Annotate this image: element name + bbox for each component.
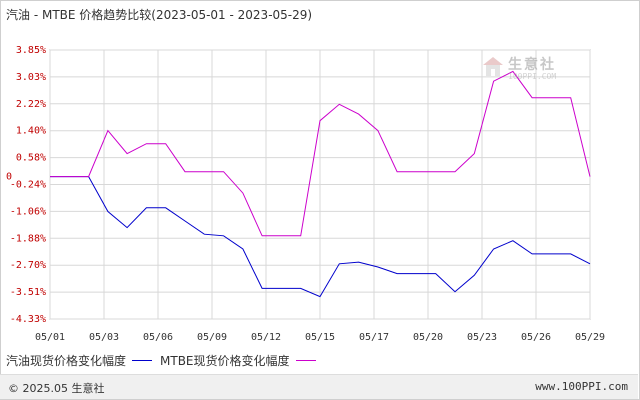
- watermark-url: 100PPI.COM: [508, 72, 557, 81]
- legend-swatch-mtbe: [295, 360, 316, 361]
- x-tick-label: 05/29: [575, 332, 605, 343]
- y-tick-label: -3.51%: [10, 287, 46, 298]
- y-tick-label: 2.22%: [16, 99, 46, 110]
- y-tick-label: 3.85%: [16, 45, 46, 56]
- x-tick-label: 05/20: [413, 332, 443, 343]
- footer-copyright: © 2025.05 生意社: [8, 382, 105, 395]
- series-line-mtbe: [50, 70, 591, 237]
- y-tick-label: -2.70%: [10, 260, 46, 271]
- y-tick-label: -1.06%: [10, 206, 46, 217]
- legend-item-gasoline: 汽油现货价格变化幅度: [6, 352, 153, 369]
- x-tick-label: 05/15: [305, 332, 335, 343]
- y-axis-ticks: 3.85% 3.03% 2.22% 1.40% 0.58% -0.24% -1.06% -1.…: [6, 45, 46, 325]
- chart-legend: 汽油现货价格变化幅度 MTBE现货价格变化幅度: [6, 352, 324, 369]
- x-tick-label: 05/01: [35, 332, 65, 343]
- chart-title: 汽油 - MTBE 价格趋势比较(2023-05-01 - 2023-05-29…: [6, 8, 313, 22]
- x-tick-label: 05/23: [467, 332, 497, 343]
- y-zero-label: 0: [6, 172, 12, 183]
- y-tick-label: -1.88%: [10, 233, 46, 244]
- house-logo-icon: [483, 57, 503, 76]
- x-axis-ticks: 05/01 05/03 05/06 05/09 05/12 05/15 05/17 05/20…: [35, 332, 605, 343]
- footer-url[interactable]: www.100PPI.com: [535, 380, 628, 393]
- x-tick-label: 05/17: [359, 332, 389, 343]
- legend-label-gasoline: 汽油现货价格变化幅度: [6, 354, 127, 368]
- y-tick-label: 3.03%: [16, 72, 46, 83]
- watermark-logo: 生意社 100PPI.COM: [482, 54, 578, 88]
- y-tick-label: -4.33%: [10, 314, 46, 325]
- x-tick-label: 05/03: [89, 332, 119, 343]
- y-tick-label: -0.24%: [10, 180, 46, 191]
- x-tick-label: 05/06: [143, 332, 173, 343]
- series-lines: [50, 70, 591, 298]
- legend-item-mtbe: MTBE现货价格变化幅度: [160, 352, 316, 369]
- y-tick-label: 0.58%: [16, 153, 46, 164]
- x-tick-label: 05/09: [197, 332, 227, 343]
- series-line-gasoline: [50, 176, 591, 298]
- x-tick-label: 05/26: [521, 332, 551, 343]
- y-tick-label: 1.40%: [16, 126, 46, 137]
- footer-bar: © 2025.05 生意社 www.100PPI.com: [0, 374, 638, 399]
- watermark-brand: 生意社: [508, 57, 556, 73]
- grid-lines: [49, 49, 591, 320]
- x-tick-label: 05/12: [251, 332, 281, 343]
- legend-swatch-gasoline: [132, 360, 153, 361]
- legend-label-mtbe: MTBE现货价格变化幅度: [160, 354, 290, 368]
